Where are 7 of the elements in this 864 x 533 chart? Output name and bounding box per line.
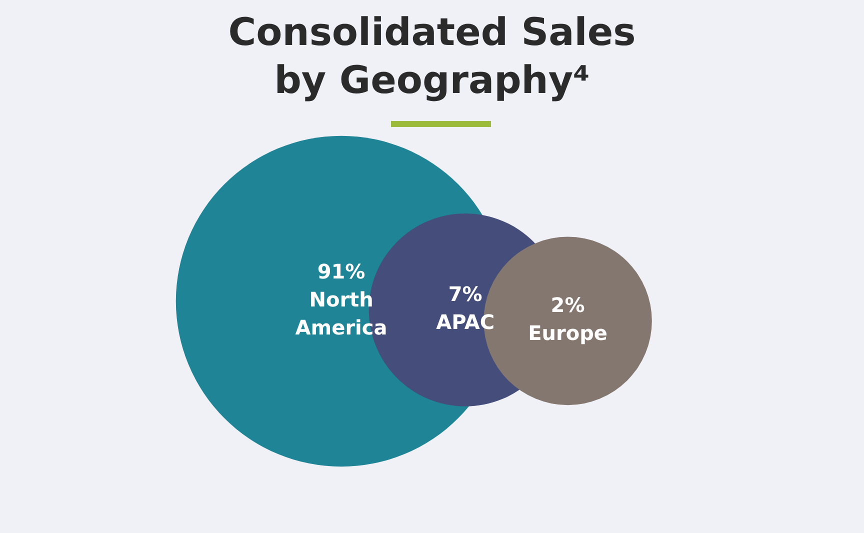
text: Consolidated Sales by Geography⁴ <box>227 9 637 104</box>
data-label: 91% <box>317 259 366 284</box>
category-label: Europe <box>528 321 608 346</box>
category-label: North America <box>295 287 388 340</box>
data-label: 7% <box>448 282 482 306</box>
category-label: APAC <box>436 310 495 334</box>
data-label: 2% <box>550 293 585 318</box>
